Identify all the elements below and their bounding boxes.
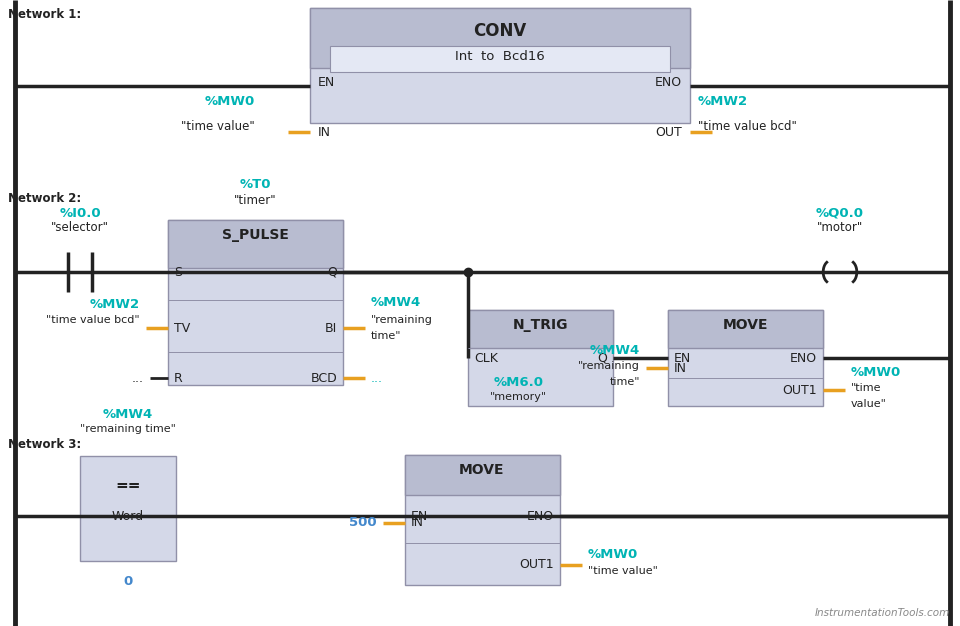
- Bar: [668, 310, 823, 406]
- Text: BCD: BCD: [310, 371, 337, 384]
- Text: "time value bcd": "time value bcd": [46, 315, 140, 325]
- Bar: [405, 455, 560, 585]
- Text: %MW4: %MW4: [589, 344, 640, 356]
- Text: %MW0: %MW0: [588, 548, 638, 562]
- Text: OUT1: OUT1: [782, 384, 817, 396]
- Bar: [80, 456, 176, 561]
- Text: MOVE: MOVE: [722, 318, 768, 332]
- Text: ENO: ENO: [655, 76, 682, 88]
- Text: %M6.0: %M6.0: [493, 376, 543, 389]
- Text: TV: TV: [174, 322, 190, 334]
- Bar: [168, 220, 343, 268]
- Text: InstrumentationTools.com: InstrumentationTools.com: [815, 608, 950, 618]
- Text: value": value": [851, 399, 887, 409]
- Text: IN: IN: [674, 361, 687, 374]
- Text: "time value bcd": "time value bcd": [698, 120, 797, 133]
- Text: "selector": "selector": [51, 221, 109, 234]
- Text: OUT: OUT: [656, 125, 682, 138]
- Bar: [168, 220, 343, 385]
- Text: %MW4: %MW4: [371, 295, 421, 309]
- Bar: [405, 455, 560, 495]
- Text: %MW2: %MW2: [90, 297, 140, 310]
- Text: %MW0: %MW0: [204, 95, 255, 108]
- Bar: [310, 8, 690, 68]
- Bar: [330, 46, 670, 72]
- Text: Int  to  Bcd16: Int to Bcd16: [455, 50, 545, 63]
- Text: %MW2: %MW2: [698, 95, 748, 108]
- Text: "time: "time: [851, 383, 881, 393]
- Text: ENO: ENO: [527, 510, 554, 523]
- Text: N_TRIG: N_TRIG: [513, 318, 567, 332]
- Text: S_PULSE: S_PULSE: [222, 228, 288, 242]
- Text: BI: BI: [324, 322, 337, 334]
- Text: OUT1: OUT1: [519, 558, 554, 572]
- Text: %MW0: %MW0: [851, 366, 901, 379]
- Text: CONV: CONV: [473, 22, 527, 40]
- Text: ==: ==: [115, 478, 141, 493]
- Text: EN: EN: [674, 352, 691, 364]
- Bar: [468, 310, 613, 406]
- Text: R: R: [174, 371, 182, 384]
- Text: "time value": "time value": [181, 120, 255, 133]
- Text: 0: 0: [124, 575, 132, 588]
- Text: %T0: %T0: [239, 178, 271, 191]
- Text: %MW4: %MW4: [103, 408, 154, 421]
- Text: "remaining: "remaining: [371, 315, 433, 325]
- Text: EN: EN: [318, 76, 335, 88]
- Text: %Q0.0: %Q0.0: [816, 207, 864, 220]
- Text: Q: Q: [327, 265, 337, 279]
- Bar: [668, 310, 823, 348]
- Text: %I0.0: %I0.0: [60, 207, 101, 220]
- Text: 500: 500: [349, 516, 377, 530]
- Text: MOVE: MOVE: [459, 463, 505, 477]
- Text: "remaining time": "remaining time": [80, 424, 176, 434]
- Text: "remaining: "remaining: [578, 361, 640, 371]
- Text: IN: IN: [318, 125, 331, 138]
- Text: Q: Q: [597, 352, 607, 364]
- Text: Word: Word: [112, 510, 144, 523]
- Text: Network 3:: Network 3:: [8, 438, 82, 451]
- Bar: [468, 310, 613, 348]
- Text: Network 1:: Network 1:: [8, 8, 82, 21]
- Text: Network 2:: Network 2:: [8, 192, 82, 205]
- Text: time": time": [610, 377, 640, 387]
- Text: EN: EN: [411, 510, 428, 523]
- Text: CLK: CLK: [474, 352, 498, 364]
- Text: "time value": "time value": [588, 566, 658, 576]
- Text: ENO: ENO: [790, 352, 817, 364]
- Text: "motor": "motor": [817, 221, 863, 234]
- Text: "memory": "memory": [491, 392, 547, 402]
- Text: ...: ...: [132, 371, 144, 384]
- Bar: [310, 8, 690, 123]
- Text: "timer": "timer": [233, 194, 276, 207]
- Text: ...: ...: [371, 371, 383, 384]
- Text: time": time": [371, 331, 401, 341]
- Text: IN: IN: [411, 516, 424, 530]
- Text: S: S: [174, 265, 182, 279]
